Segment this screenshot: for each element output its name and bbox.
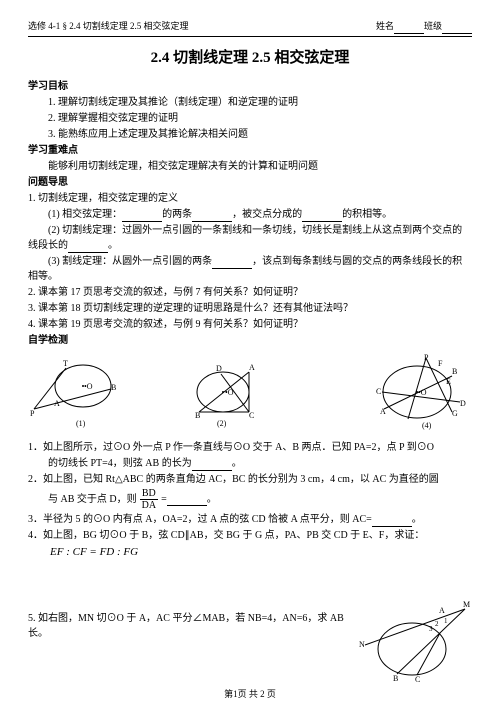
svg-text:3: 3 xyxy=(429,625,433,633)
question-3: 3．半径为 5 的⊙O 内有点 A，OA=2，过 A 点的弦 CD 恰被 A 点… xyxy=(28,512,472,527)
goal-item: 3. 能熟练应用上述定理及其推论解决相关问题 xyxy=(28,127,472,142)
question-2: 2．如上图，已知 Rt△ABC 的两条直角边 AC，BC 的长分别为 3 cm，… xyxy=(28,472,472,487)
guide-sub: (2) 切割线定理：过圆外一点引圆的一条割线和一条切线，切线长是割线上从这点到两… xyxy=(28,223,472,253)
svg-text:P: P xyxy=(424,354,429,362)
page-footer: 第1页 共 2 页 xyxy=(0,687,500,700)
svg-text:F: F xyxy=(438,359,443,368)
fraction: BD DA xyxy=(140,488,158,511)
svg-text:A: A xyxy=(54,399,60,408)
svg-text:C: C xyxy=(376,387,381,396)
section-selfcheck-heading: 自学检测 xyxy=(28,333,472,348)
svg-text:B: B xyxy=(111,383,116,392)
svg-text:•O: •O xyxy=(418,388,427,397)
diagram-2: •O A D B C (2) xyxy=(161,354,261,434)
svg-text:N: N xyxy=(359,640,365,649)
question-5: N A M B C 1 2 3 5. 如右图，MN 切⊙O 于 A，AC 平分∠… xyxy=(28,611,472,641)
page-title: 2.4 切割线定理 2.5 相交弦定理 xyxy=(28,47,472,70)
header-left: 选修 4-1 § 2.4 切割线定理 2.5 相交弦定理 xyxy=(28,20,189,34)
svg-text:G: G xyxy=(452,409,458,418)
diagram-1: •O T P A B (1) xyxy=(28,354,118,434)
page-header: 选修 4-1 § 2.4 切割线定理 2.5 相交弦定理 姓名班级 xyxy=(28,20,472,37)
svg-text:C: C xyxy=(249,411,254,420)
svg-text:A: A xyxy=(249,363,255,372)
goal-item: 2. 理解掌握相交弦定理的证明 xyxy=(28,111,472,126)
guide-line: 2. 课本第 17 页思考交流的叙述，与例 7 有何关系？如何证明？ xyxy=(28,285,472,300)
guide-line: 1. 切割线定理，相交弦定理的定义 xyxy=(28,191,472,206)
diagram-spacer xyxy=(304,354,319,434)
goal-item: 1. 理解切割线定理及其推论（割线定理）和逆定理的证明 xyxy=(28,95,472,110)
svg-text:C: C xyxy=(415,675,420,684)
svg-text:T: T xyxy=(63,359,68,368)
question-4-formula: EF : CF = FD : FG xyxy=(28,544,472,561)
svg-text:B: B xyxy=(195,411,200,420)
svg-text:M: M xyxy=(463,600,470,609)
question-1-cont: 的切线长 PT=4，则弦 AB 的长为。 xyxy=(28,456,472,471)
guide-sub: (3) 割线定理：从圆外一点引圆的两条，该点到每条割线与圆的交点的两条线段长的积… xyxy=(28,254,472,284)
diagram-row: •O T P A B (1) •O A D B C (2) xyxy=(28,354,472,434)
header-right: 姓名班级 xyxy=(376,20,472,34)
svg-text:1: 1 xyxy=(444,617,448,625)
question-1: 1．如上图所示，过⊙O 外一点 P 作一条直线与⊙O 交于 A、B 两点．已知 … xyxy=(28,440,472,455)
svg-text:D: D xyxy=(460,399,466,408)
svg-text:A: A xyxy=(439,606,445,615)
svg-text:•O: •O xyxy=(84,382,93,391)
svg-text:B: B xyxy=(452,367,457,376)
guide-line: 4. 课本第 19 页思考交流的叙述，与例 9 有何关系？如何证明？ xyxy=(28,317,472,332)
svg-text:A: A xyxy=(380,407,386,416)
svg-text:P: P xyxy=(30,409,35,418)
question-4: 4．如上图，BG 切⊙O 于 B，弦 CD∥AB，交 BG 于 G 点，PA、P… xyxy=(28,528,472,543)
svg-text:(4): (4) xyxy=(422,421,432,430)
question-2-cont: 与 AB 交于点 D，则 BD DA =。 xyxy=(28,488,472,511)
svg-text:(2): (2) xyxy=(217,419,227,428)
section-difficulty-heading: 学习重难点 xyxy=(28,143,472,158)
svg-text:E: E xyxy=(446,377,451,386)
svg-text:(1): (1) xyxy=(76,419,86,428)
svg-text:B: B xyxy=(393,674,398,683)
guide-sub: (1) 相交弦定理：的两条，被交点分成的的积相等。 xyxy=(28,207,472,222)
diagram-5: N A M B C 1 2 3 xyxy=(357,599,472,689)
svg-text:•O: •O xyxy=(225,388,234,397)
section-goal-heading: 学习目标 xyxy=(28,79,472,94)
diagram-4: •O P A B C D F E G (4) xyxy=(362,354,472,434)
section-guide-heading: 问题导思 xyxy=(28,175,472,190)
difficulty-text: 能够利用切割线定理，相交弦定理解决有关的计算和证明问题 xyxy=(28,159,472,174)
guide-line: 3. 课本第 18 页切割线定理的逆定理的证明思路是什么？还有其他证法吗？ xyxy=(28,301,472,316)
svg-text:D: D xyxy=(216,364,222,373)
svg-text:2: 2 xyxy=(435,620,439,628)
